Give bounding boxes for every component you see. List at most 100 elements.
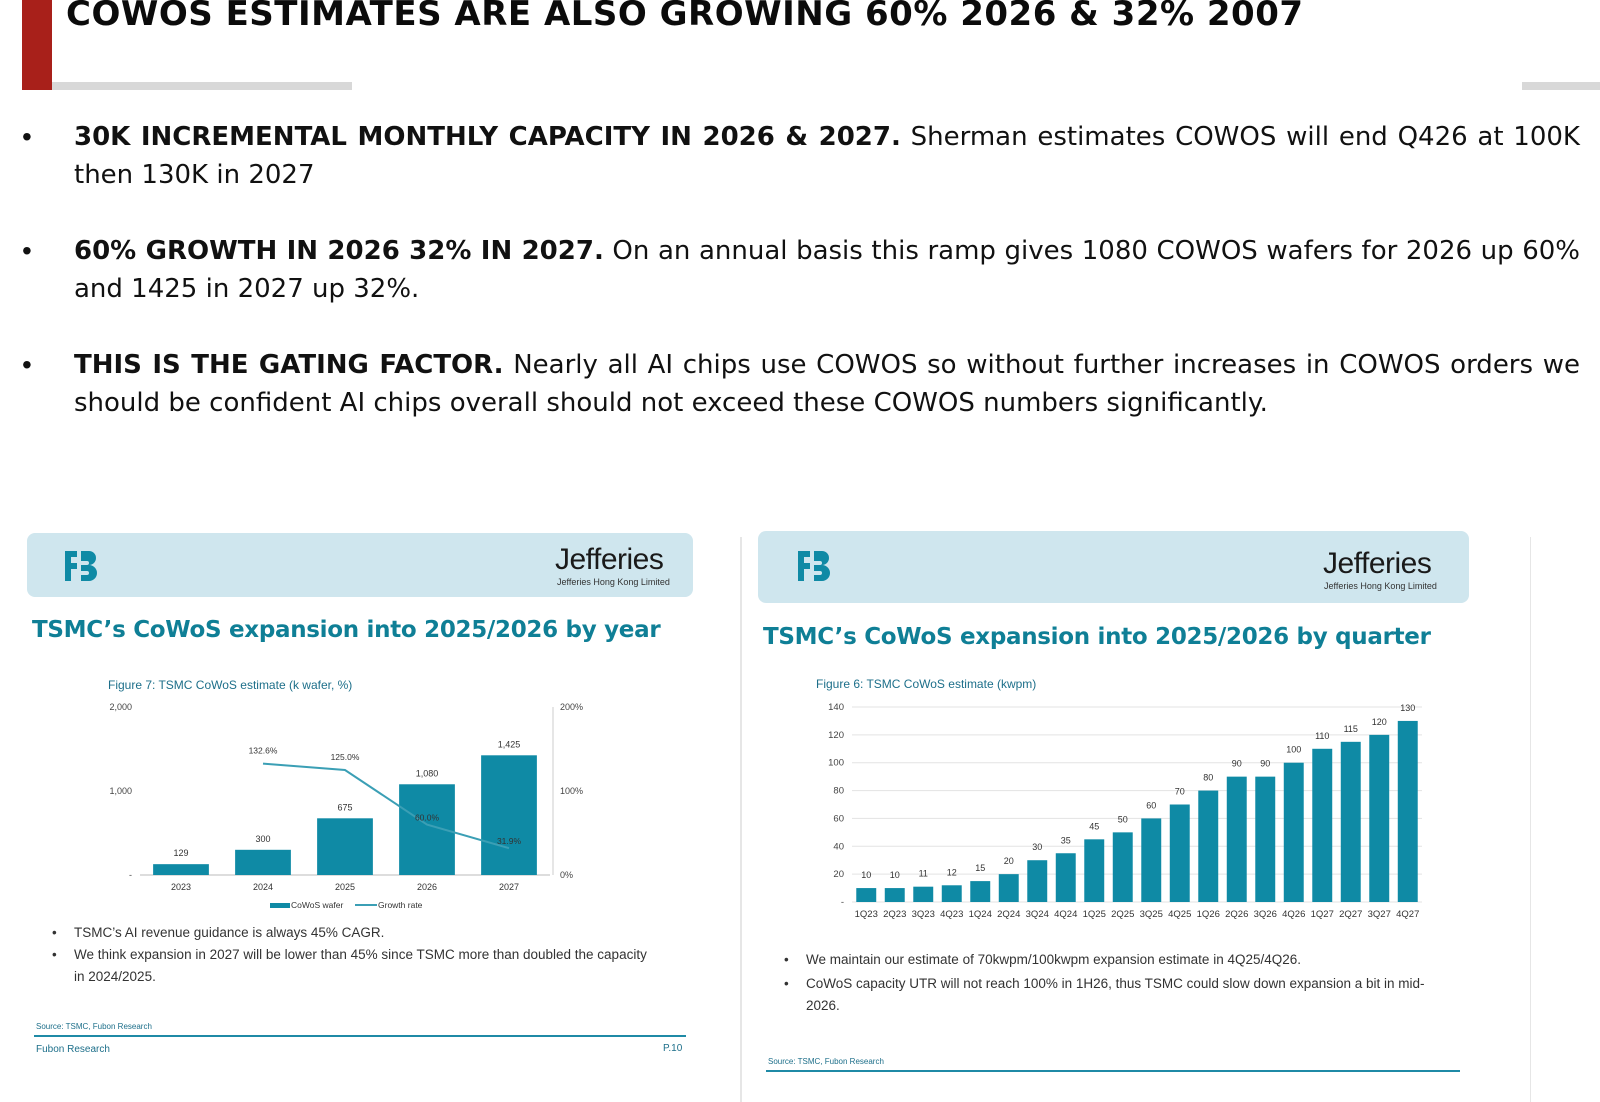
bar-value-label: 11 xyxy=(919,869,928,879)
bar-2Q23 xyxy=(884,888,905,902)
y-tick-label: 120 xyxy=(828,730,844,741)
bar-1Q23 xyxy=(856,888,877,902)
bullet-lead: THIS IS THE GATING FACTOR. xyxy=(74,350,504,380)
slide-title: COWOS ESTIMATES ARE ALSO GROWING 60% 202… xyxy=(66,0,1304,34)
note-text: We think expansion in 2027 will be lower… xyxy=(74,947,647,984)
bar-value-label: 129 xyxy=(173,848,188,858)
bar-1Q26 xyxy=(1198,790,1219,902)
bar-4Q26 xyxy=(1283,762,1304,902)
title-accent-bar xyxy=(22,0,52,90)
bar-2027 xyxy=(481,755,537,875)
bar-value-label: 20 xyxy=(1004,856,1014,866)
x-tick-label: 1Q23 xyxy=(855,909,878,920)
fubon-logo-icon xyxy=(65,551,97,581)
bullet-body: On an annual basis this ramp gives 1080 … xyxy=(74,236,1581,304)
bar-2Q24 xyxy=(998,874,1019,902)
note-text: We maintain our estimate of 70kwpm/100kw… xyxy=(806,952,1302,967)
y2-tick-label: 200% xyxy=(560,702,583,712)
bar-1Q27 xyxy=(1312,748,1333,902)
figure-caption: Figure 7: TSMC CoWoS estimate (k wafer, … xyxy=(108,678,353,692)
bar-value-label: 675 xyxy=(337,802,352,812)
bar-2024 xyxy=(235,849,291,875)
x-tick-label: 4Q23 xyxy=(940,909,963,920)
bar-value-label: 50 xyxy=(1118,814,1128,824)
note-text: CoWoS capacity UTR will not reach 100% i… xyxy=(806,976,1425,1013)
legend-label: Growth rate xyxy=(378,900,423,910)
jefferies-logo: Jefferies xyxy=(555,543,664,576)
bar-2025 xyxy=(317,818,373,875)
bullet-dot-icon: • xyxy=(22,349,32,380)
panel-title: TSMC’s CoWoS expansion into 2025/2026 by… xyxy=(32,617,661,643)
growth-rate-label: 60.0% xyxy=(415,813,440,823)
annual-cowos-panel: Jefferies Jefferies Hong Kong Limited TS… xyxy=(0,533,740,1102)
bar-3Q26 xyxy=(1255,776,1276,902)
bar-value-label: 70 xyxy=(1175,787,1185,797)
x-tick-label: 1Q26 xyxy=(1197,909,1220,920)
note-item: • TSMC’s AI revenue guidance is always 45… xyxy=(52,922,652,944)
bullet-body: Sherman estimates COWOS will end Q426 at… xyxy=(74,122,1580,190)
y2-tick-label: 0% xyxy=(560,870,573,880)
panel-title: TSMC’s CoWoS expansion into 2025/2026 by… xyxy=(763,624,1431,650)
note-item: • We think expansion in 2027 will be lowe… xyxy=(52,944,652,988)
y-tick-label: - xyxy=(841,897,844,908)
bar-value-label: 35 xyxy=(1061,835,1071,845)
bullet-item: • 60% GROWTH IN 2026 32% IN 2027. On an … xyxy=(20,232,1580,308)
x-tick-label: 2025 xyxy=(335,882,355,892)
bar-1Q24 xyxy=(970,881,991,902)
bar-3Q25 xyxy=(1141,818,1162,902)
bar-value-label: 80 xyxy=(1203,773,1213,783)
y-tick-label: 1,000 xyxy=(109,786,132,796)
y-tick-label: 100 xyxy=(828,758,844,769)
bar-3Q27 xyxy=(1369,734,1390,902)
x-tick-label: 2Q25 xyxy=(1111,909,1134,920)
bar-value-label: 115 xyxy=(1344,724,1358,734)
footer-rule xyxy=(766,1070,1460,1072)
panel-header: Jefferies Jefferies Hong Kong Limited xyxy=(758,531,1469,603)
annual-cowos-chart: - 1,000 2,000 0% 100% 200% 129 2023 300 2024 675 20… xyxy=(109,702,583,910)
bullet-body: Nearly all AI chips use COWOS so without… xyxy=(74,350,1580,418)
x-tick-label: 3Q25 xyxy=(1140,909,1163,920)
x-tick-label: 2Q26 xyxy=(1225,909,1248,920)
bar-value-label: 45 xyxy=(1089,821,1099,831)
bar-value-label: 300 xyxy=(255,834,270,844)
legend-swatch-bar xyxy=(270,903,290,908)
bar-2Q26 xyxy=(1226,776,1247,902)
panel-divider xyxy=(740,537,742,1102)
bar-3Q23 xyxy=(913,886,934,902)
key-points-list: • 30K INCREMENTAL MONTHLY CAPACITY IN 20… xyxy=(20,118,1580,460)
note-text: TSMC’s AI revenue guidance is always 45%… xyxy=(74,925,385,940)
y-tick-label: 80 xyxy=(833,786,844,797)
quarterly-cowos-panel: Jefferies Jefferies Hong Kong Limited TS… xyxy=(742,531,1530,1102)
x-tick-label: 2024 xyxy=(253,882,273,892)
y-tick-label: 2,000 xyxy=(109,702,132,712)
footer-rule xyxy=(34,1035,686,1037)
jefferies-sub: Jefferies Hong Kong Limited xyxy=(557,577,670,587)
bullet-lead: 30K INCREMENTAL MONTHLY CAPACITY IN 2026… xyxy=(74,122,901,152)
bar-value-label: 12 xyxy=(947,867,957,877)
growth-rate-label: 125.0% xyxy=(331,752,360,762)
fubon-logo-icon xyxy=(798,551,830,581)
bullet-dot-icon: • xyxy=(784,976,789,991)
x-tick-label: 1Q25 xyxy=(1083,909,1106,920)
growth-rate-label: 132.6% xyxy=(249,746,278,756)
bullet-text: THIS IS THE GATING FACTOR. Nearly all AI… xyxy=(74,346,1580,422)
bar-3Q24 xyxy=(1027,860,1048,902)
x-tick-label: 1Q24 xyxy=(969,909,992,920)
bullet-dot-icon: • xyxy=(22,235,32,266)
x-tick-label: 2Q27 xyxy=(1339,909,1362,920)
panel-notes: • We maintain our estimate of 70kwpm/100k… xyxy=(784,949,1439,1017)
bar-value-label: 110 xyxy=(1315,731,1329,741)
y-tick-label: 20 xyxy=(833,869,844,880)
jefferies-sub: Jefferies Hong Kong Limited xyxy=(1324,581,1437,591)
x-tick-label: 2026 xyxy=(417,882,437,892)
y-tick-label: 60 xyxy=(833,813,844,824)
x-tick-label: 2Q23 xyxy=(883,909,906,920)
bullet-dot-icon: • xyxy=(52,925,57,940)
x-tick-label: 2Q24 xyxy=(997,909,1020,920)
bullet-dot-icon: • xyxy=(52,947,57,962)
bar-value-label: 10 xyxy=(861,870,871,880)
growth-rate-label: 31.9% xyxy=(497,836,522,846)
x-tick-label: 4Q26 xyxy=(1282,909,1305,920)
bar-value-label: 1,425 xyxy=(498,739,521,749)
bar-value-label: 120 xyxy=(1372,717,1387,727)
